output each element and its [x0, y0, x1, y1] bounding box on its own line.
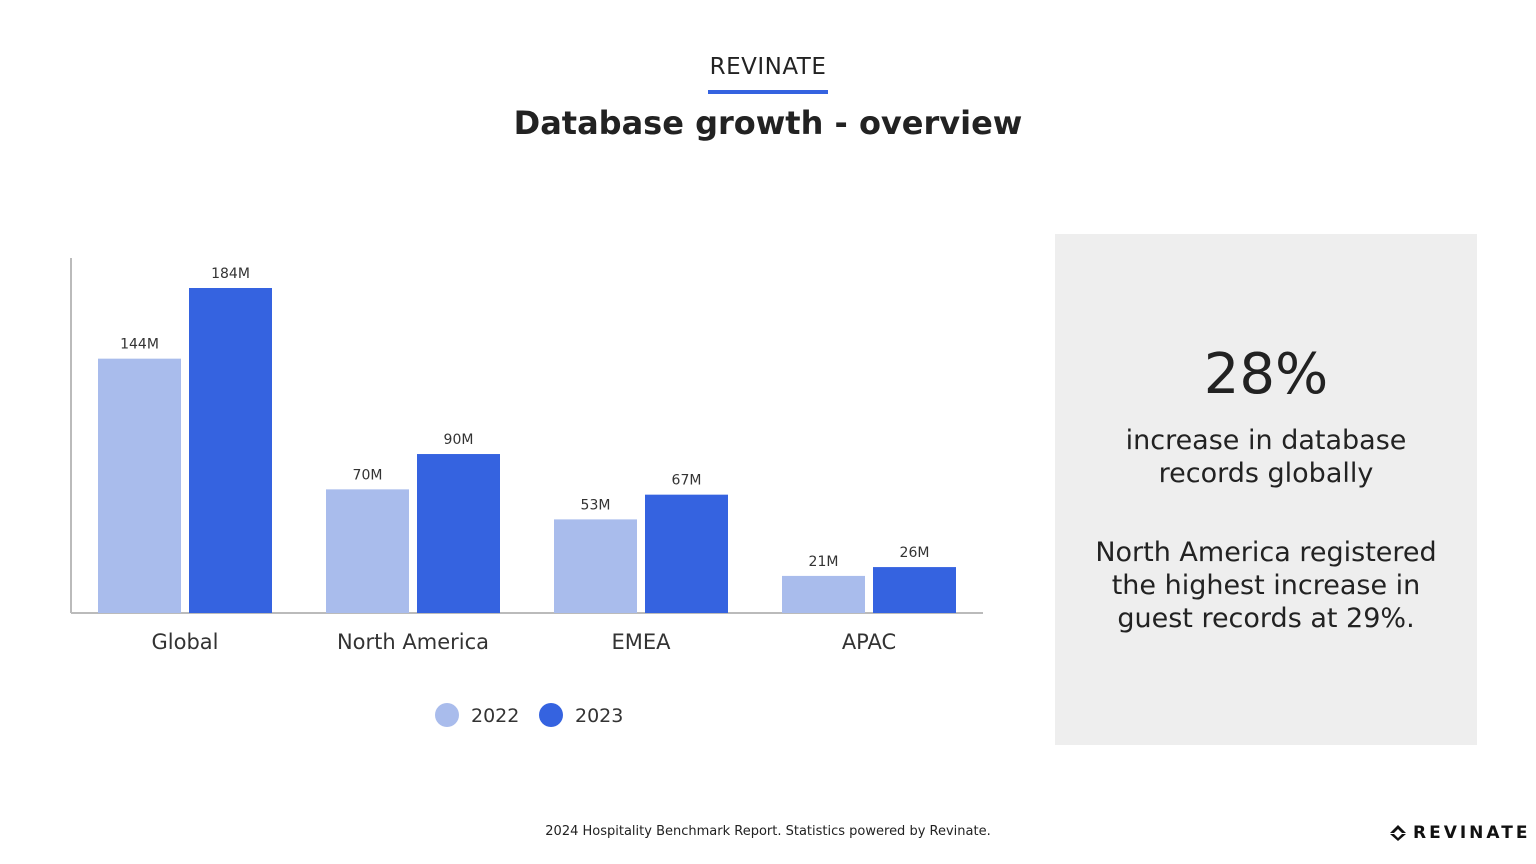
bar-chart: 144M 184M Global 70M 90M North America 53M 67M E… [70, 258, 983, 727]
data-label: 67M [672, 473, 702, 489]
brand-underline [708, 90, 828, 94]
stat-value: 28% [1203, 342, 1329, 407]
category-label: EMEA [611, 630, 671, 654]
stat-note: North America registered the highest inc… [1095, 537, 1437, 634]
category-label: North America [337, 630, 489, 654]
stat-panel: 28% increase in database records globall… [1055, 234, 1477, 745]
bar-2022-global [98, 358, 181, 613]
legend-label: 2022 [471, 705, 519, 727]
data-label: 21M [809, 554, 839, 570]
bar-2023-global [189, 288, 272, 613]
legend-label: 2023 [575, 705, 623, 727]
data-label: 90M [444, 432, 474, 448]
data-label: 70M [353, 467, 383, 483]
data-label: 26M [900, 545, 930, 561]
data-label: 144M [120, 337, 159, 353]
category-label: APAC [842, 630, 896, 654]
bar-2022-north-america [326, 489, 409, 613]
revinate-logo-icon [1390, 825, 1406, 841]
footer-text: 2024 Hospitality Benchmark Report. Stati… [545, 824, 991, 839]
logo-text: REVINATE [1413, 823, 1531, 843]
legend-marker-2022 [435, 703, 459, 727]
legend-marker-2023 [539, 703, 563, 727]
page-title: Database growth - overview [513, 104, 1023, 142]
data-label: 184M [211, 266, 250, 282]
category-label: Global [152, 630, 219, 654]
bar-2023-apac [873, 567, 956, 613]
stat-label: increase in database records globally [1125, 425, 1407, 489]
data-label: 53M [581, 497, 611, 513]
bar-2022-apac [782, 575, 865, 613]
bar-2023-emea [645, 494, 728, 613]
brand-heading: REVINATE [709, 54, 827, 80]
bar-2023-north-america [417, 454, 500, 613]
bar-2022-emea [554, 519, 637, 613]
revinate-logo: REVINATE [1389, 823, 1530, 843]
